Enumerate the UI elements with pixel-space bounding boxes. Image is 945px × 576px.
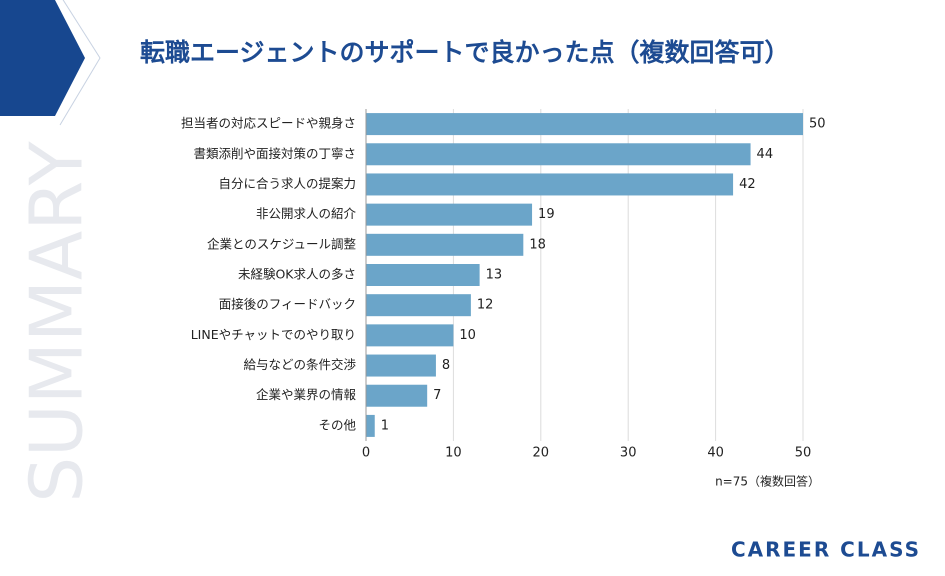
bar: [366, 233, 524, 256]
y-tick-label: 未経験OK求人の多さ: [238, 267, 356, 282]
value-label: 12: [477, 298, 494, 313]
x-tick-label: 30: [620, 446, 637, 461]
x-tick-label: 10: [445, 446, 462, 461]
bar: [366, 384, 428, 407]
value-label: 50: [809, 117, 826, 132]
y-tick-label: 企業や業界の情報: [256, 387, 357, 402]
note: n=75（複数回答）: [715, 474, 820, 489]
y-tick-label: 企業とのスケジュール調整: [207, 236, 357, 251]
hexagon-outline: [59, 0, 101, 126]
x-tick-label: 20: [533, 446, 550, 461]
y-tick-label: その他: [318, 417, 356, 432]
y-tick-label: 給与などの条件交渉: [243, 357, 356, 372]
x-tick-label: 50: [795, 446, 812, 461]
hexagon-decoration: [0, 0, 85, 116]
bar: [366, 324, 454, 347]
y-tick-label: 自分に合う求人の提案力: [218, 176, 356, 191]
bar: [366, 173, 734, 196]
bar: [366, 264, 480, 286]
bar: [366, 414, 375, 437]
bar: [366, 354, 436, 377]
bar: [366, 113, 803, 136]
bar: [366, 294, 471, 317]
value-label: 18: [529, 237, 546, 252]
x-tick-label: 40: [707, 446, 724, 461]
value-label: 13: [486, 268, 503, 283]
logo: CAREER CLASS: [731, 538, 921, 562]
value-label: 42: [739, 177, 756, 192]
y-tick-label: 非公開求人の紹介: [256, 206, 357, 221]
x-tick-label: 0: [362, 446, 370, 461]
y-tick-label: LINEやチャットでのやり取り: [191, 327, 356, 342]
value-label: 1: [381, 418, 389, 433]
chart-title: 転職エージェントのサポートで良かった点（複数回答可）: [140, 38, 790, 67]
value-label: 10: [459, 328, 476, 343]
y-tick-label: 面接後のフィードバック: [219, 297, 356, 312]
value-label: 8: [442, 358, 450, 373]
value-label: 7: [433, 388, 441, 403]
value-label: 19: [538, 207, 555, 222]
y-tick-label: 担当者の対応スピードや親身さ: [181, 116, 356, 131]
value-label: 44: [757, 147, 774, 162]
bar: [366, 143, 751, 166]
bar: [366, 203, 533, 226]
side-label: SUMMARY: [15, 140, 99, 502]
y-tick-label: 書類添削や面接対策の丁寧さ: [193, 146, 356, 161]
